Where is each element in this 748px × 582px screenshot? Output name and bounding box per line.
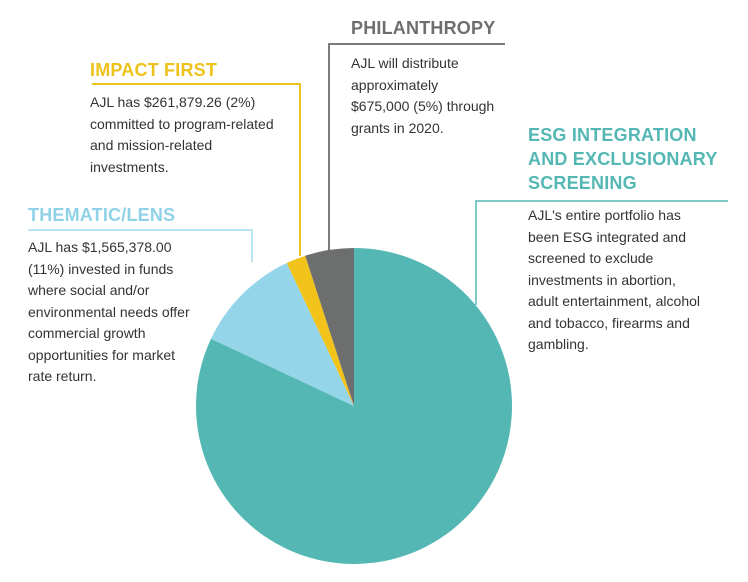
callout-description: AJL has $261,879.26 (2%) committed to pr… [90, 94, 274, 175]
callout-description: AJL's entire portfolio has been ESG inte… [528, 207, 700, 352]
callout-title: ESG INTEGRATION AND EXCLUSIONARY SCREENI… [528, 125, 718, 193]
pie-slice-impact [286, 255, 354, 406]
callout-esg: ESG INTEGRATION AND EXCLUSIONARY SCREENI… [528, 123, 743, 356]
pie-slice-philanthropy [305, 248, 354, 406]
callout-title: PHILANTHROPY [351, 18, 496, 38]
callout-description: AJL has $1,565,378.00 (11%) invested in … [28, 239, 190, 384]
callout-philanthropy: PHILANTHROPY AJL will distribute approxi… [351, 16, 521, 139]
callout-title: THEMATIC/LENS [28, 205, 176, 225]
pie-slice-thematic [211, 263, 354, 406]
callout-description: AJL will distribute approximately $675,0… [351, 55, 495, 136]
callout-title: IMPACT FIRST [90, 60, 218, 80]
pie-slice-esg [196, 248, 513, 565]
callout-thematic-lens: THEMATIC/LENS AJL has $1,565,378.00 (11%… [28, 203, 228, 388]
leader-line-impact [92, 83, 301, 256]
leader-line-philanthropy [328, 43, 505, 250]
leader-line-esg [475, 200, 728, 305]
callout-impact-first: IMPACT FIRST AJL has $261,879.26 (2%) co… [90, 58, 305, 178]
leader-line-thematic [28, 229, 253, 262]
